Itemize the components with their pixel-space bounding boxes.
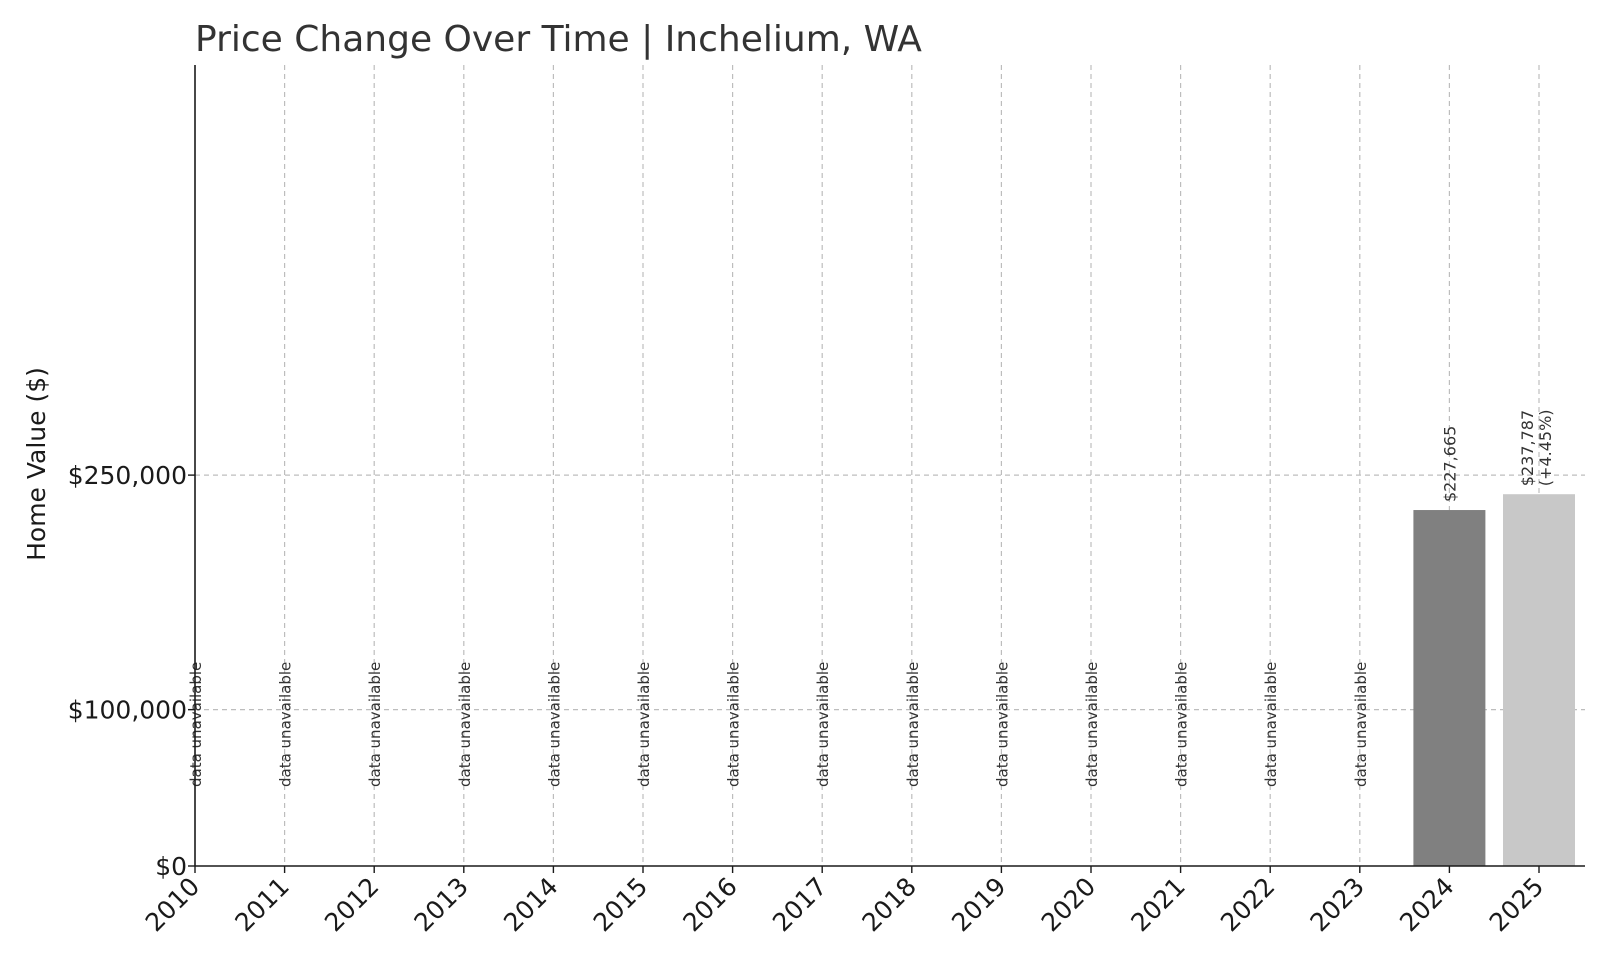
x-tick-label: 2019 <box>946 872 1011 937</box>
missing-data-label: data unavailable <box>456 662 474 787</box>
x-tick-label: 2025 <box>1484 872 1549 937</box>
y-tick-label: $0 <box>155 852 187 881</box>
bar-2024 <box>1413 510 1486 866</box>
x-tick-label: 2022 <box>1215 872 1280 937</box>
x-tick-label: 2012 <box>319 872 384 937</box>
y-tick-label: $250,000 <box>68 461 187 490</box>
missing-data-label: data unavailable <box>1262 662 1280 787</box>
x-tick-label: 2014 <box>498 872 563 937</box>
x-tick-label: 2021 <box>1125 872 1190 937</box>
missing-data-label: data unavailable <box>814 662 832 787</box>
missing-data-label: data unavailable <box>366 662 384 787</box>
missing-data-label: data unavailable <box>904 662 922 787</box>
bar-value-label: $237,787 <box>1518 410 1537 486</box>
missing-data-label: data unavailable <box>187 662 205 787</box>
chart-title: Price Change Over Time | Inchelium, WA <box>195 19 922 60</box>
axes: $0 $100,000 $250,000 2010 2011 2012 2013 2014 20… <box>68 65 1585 937</box>
bar-change-label: (+4.45%) <box>1536 409 1555 486</box>
missing-data-label: data unavailable <box>635 662 653 787</box>
x-tick-label: 2024 <box>1394 872 1459 937</box>
x-tick-label: 2018 <box>857 872 922 937</box>
missing-data-label: data unavailable <box>1173 662 1191 787</box>
x-tick-label: 2016 <box>677 872 742 937</box>
y-axis-label: Home Value ($) <box>22 367 51 561</box>
y-tick-label: $100,000 <box>68 696 187 725</box>
missing-data-label: data unavailable <box>1352 662 1370 787</box>
bars <box>1413 494 1575 866</box>
x-tick-label: 2013 <box>409 872 474 937</box>
grid-lines <box>195 65 1585 866</box>
missing-data-label: data unavailable <box>1083 662 1101 787</box>
x-tick-label: 2015 <box>588 872 653 937</box>
x-tick-label: 2010 <box>140 872 205 937</box>
missing-data-label: data unavailable <box>725 662 743 787</box>
x-tick-label: 2023 <box>1305 872 1370 937</box>
missing-data-label: data unavailable <box>277 662 295 787</box>
x-tick-label: 2017 <box>767 872 832 937</box>
data-labels: data unavailable data unavailable data una… <box>187 409 1555 787</box>
bar-2025 <box>1503 494 1575 866</box>
missing-data-label: data unavailable <box>993 662 1011 787</box>
x-tick-label: 2011 <box>229 872 294 937</box>
bar-value-label: $227,665 <box>1440 426 1459 502</box>
missing-data-label: data unavailable <box>545 662 563 787</box>
x-tick-label: 2020 <box>1036 872 1101 937</box>
